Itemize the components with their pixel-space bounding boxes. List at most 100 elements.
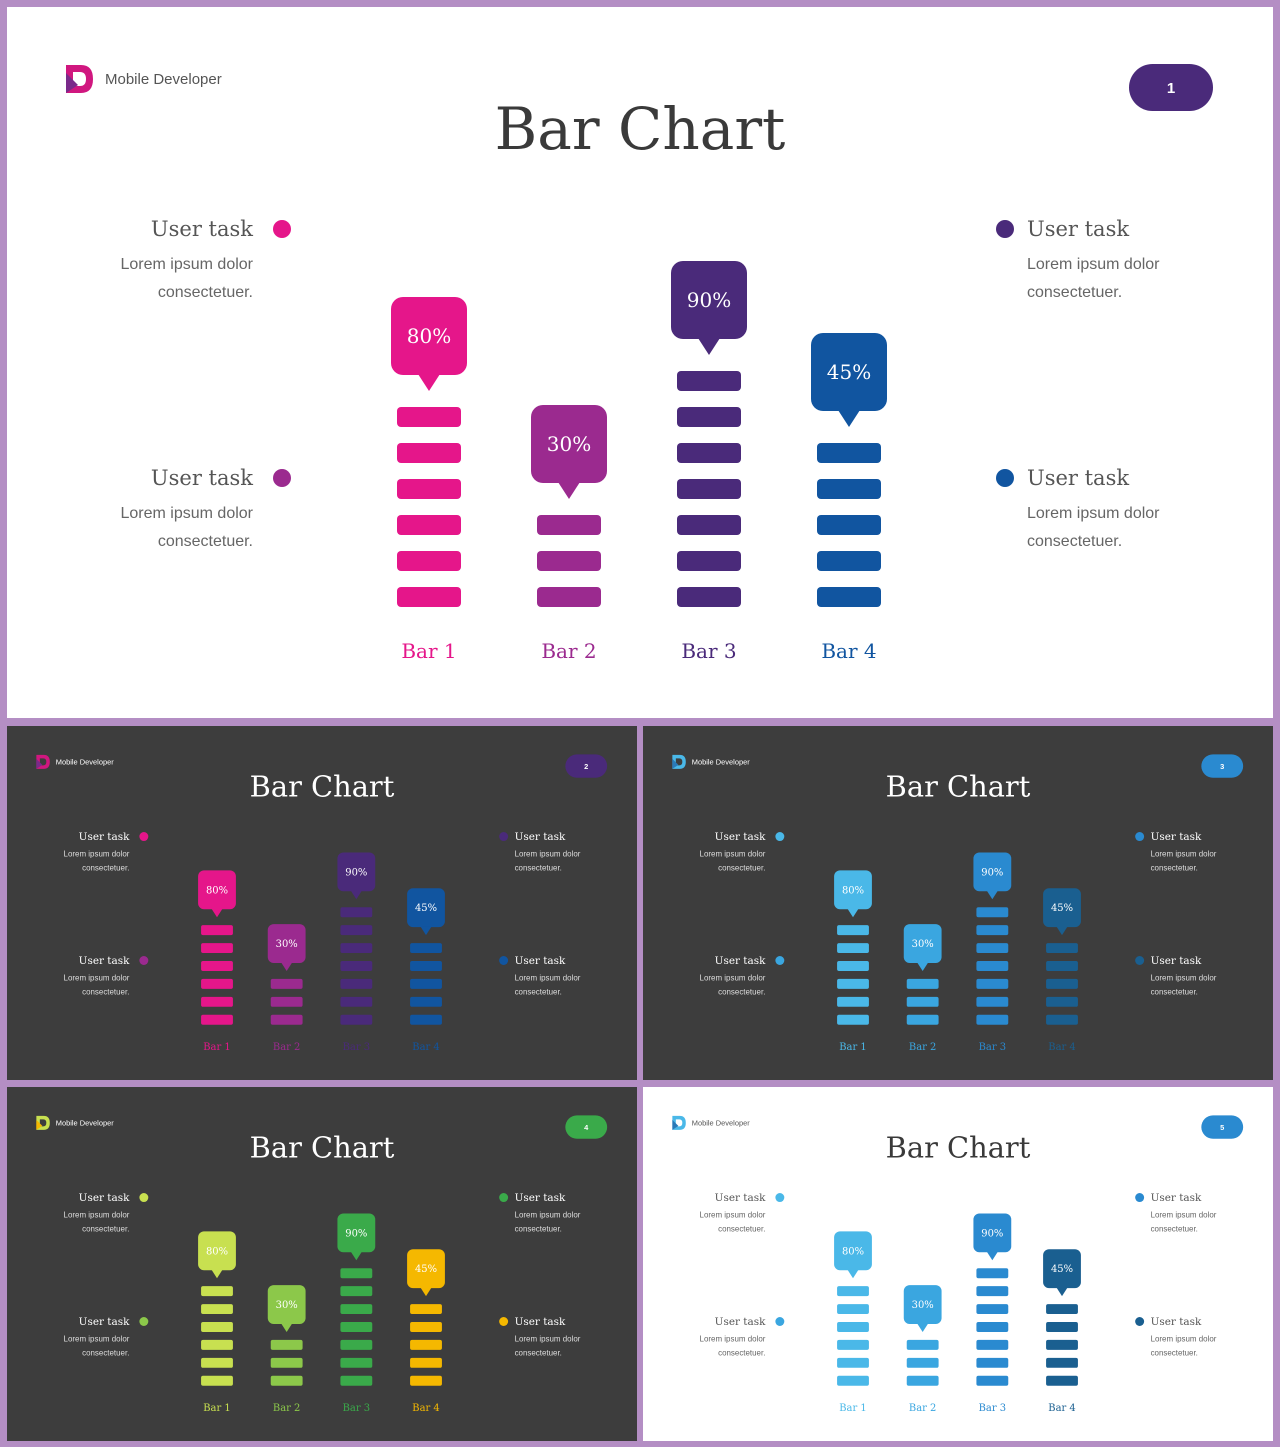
category-label: Bar 1 [839, 1403, 866, 1414]
bar-segment [270, 1375, 303, 1386]
legend-description-line-1: Lorem ipsum dolor [121, 505, 254, 522]
value-callout: 80% [834, 1231, 872, 1279]
legend-label: User task [1151, 831, 1202, 843]
legend-label: User task [79, 1316, 130, 1328]
category-label: Bar 1 [401, 639, 456, 663]
slide-title: Bar Chart [250, 770, 395, 804]
slide-title: Bar Chart [886, 770, 1031, 804]
bar-segment [837, 1322, 869, 1332]
bar-segment [837, 1357, 869, 1368]
brand-logo-icon [36, 754, 50, 769]
bar-segment [837, 1014, 869, 1025]
value-callout: 30% [531, 405, 607, 499]
category-label: Bar 4 [412, 1403, 439, 1414]
bar-segment [817, 587, 881, 607]
legend-description-line-1: Lorem ipsum dolor [64, 1210, 130, 1219]
legend-description-line-1: Lorem ipsum dolor [700, 973, 766, 982]
legend-item: User task Lorem ipsum dolor consectetuer. [64, 831, 149, 872]
page-number: 3 [1220, 762, 1224, 771]
bar-3: 90% Bar 3 [337, 852, 376, 1053]
bar-segment [201, 1014, 233, 1025]
legend-description-line-2: consectetuer. [718, 863, 765, 872]
category-label: Bar 2 [541, 639, 596, 663]
legend-item: User task Lorem ipsum dolor consectetuer. [121, 217, 291, 301]
bar-3: 90% Bar 3 [973, 852, 1012, 1053]
legend-description-line-2: consectetuer. [1151, 1224, 1198, 1233]
legend-label: User task [515, 1316, 566, 1328]
bar-segment [410, 961, 442, 971]
legend-description-line-1: Lorem ipsum dolor [1027, 256, 1160, 273]
legend-description-line-2: consectetuer. [82, 1348, 129, 1357]
bar-4: 45% Bar 4 [407, 888, 445, 1053]
legend-dot [996, 469, 1014, 487]
legend-dot [499, 956, 509, 965]
bar-segment [677, 551, 741, 571]
bar-segment [397, 587, 461, 607]
slide-canvas: Mobile Developer Bar Chart 3 User task Lorem… [643, 726, 1273, 1080]
legend-description-line-2: consectetuer. [515, 1348, 562, 1357]
legend-label: User task [715, 831, 766, 843]
legend-description-line-2: consectetuer. [515, 863, 562, 872]
bar-segment [537, 587, 601, 607]
bar-segment [201, 925, 233, 936]
bar-segment [817, 515, 881, 535]
legend-item: User task Lorem ipsum dolor consectetuer. [700, 1192, 785, 1233]
legend-item: User task Lorem ipsum dolor consectetuer. [64, 955, 149, 996]
slide-title: Bar Chart [495, 95, 786, 163]
category-label: Bar 4 [1048, 1403, 1075, 1414]
legend-dot [775, 956, 785, 965]
bar-segment [1046, 943, 1078, 954]
legend-label: User task [715, 955, 766, 967]
slide-background [7, 7, 1273, 718]
category-label: Bar 4 [821, 639, 876, 663]
value-label: 90% [687, 288, 731, 312]
bar-segment [837, 978, 869, 989]
value-label: 80% [206, 1246, 228, 1257]
legend-description-line-2: consectetuer. [158, 533, 253, 550]
slide-canvas: Mobile Developer Bar Chart 5 User task Lorem… [643, 1087, 1273, 1441]
brand-logo-icon [36, 1115, 50, 1130]
brand-name: Mobile Developer [56, 757, 115, 766]
bar-segment [1046, 1014, 1078, 1025]
bar-2: 30% Bar 2 [903, 924, 942, 1053]
bar-segment [837, 925, 869, 936]
category-label: Bar 1 [203, 1042, 230, 1053]
legend-description-line-2: consectetuer. [718, 987, 765, 996]
value-label: 80% [842, 885, 864, 896]
bar-segment [201, 1304, 233, 1315]
legend-description-line-2: consectetuer. [1027, 533, 1122, 550]
bar-segment [340, 961, 373, 971]
bar-segment [906, 1357, 939, 1368]
bar-segment [340, 978, 373, 989]
bar-segment [817, 551, 881, 571]
value-label: 90% [981, 1228, 1003, 1239]
legend-item: User task Lorem ipsum dolor consectetuer. [700, 955, 785, 996]
bar-segment [906, 1014, 939, 1025]
bar-segment [340, 1357, 373, 1368]
page-number-badge: 1 [1129, 64, 1213, 111]
bar-segment [1046, 961, 1078, 971]
slide-background [643, 1087, 1273, 1441]
bar-1: 80% Bar 1 [198, 1231, 236, 1414]
category-label: Bar 1 [203, 1403, 230, 1414]
bar-segment [906, 1339, 939, 1350]
value-callout: 90% [337, 852, 376, 900]
bar-segment [1046, 1304, 1078, 1315]
legend-dot [273, 220, 291, 238]
bar-segment [340, 925, 373, 936]
legend-description-line-2: consectetuer. [82, 987, 129, 996]
slide-3: Mobile Developer Bar Chart 3 User task Lorem… [643, 726, 1273, 1080]
legend-dot [1135, 832, 1145, 842]
value-callout: 90% [671, 261, 747, 355]
bar-segment [397, 515, 461, 535]
bar-segment [201, 1286, 233, 1297]
value-callout: 30% [267, 924, 306, 971]
bar-segment [976, 1357, 1009, 1368]
legend-description-line-1: Lorem ipsum dolor [700, 1210, 766, 1219]
bar-segment [677, 515, 741, 535]
page-number-badge: 4 [565, 1115, 608, 1139]
bar-segment [201, 1375, 233, 1386]
legend-description-line-1: Lorem ipsum dolor [1151, 849, 1217, 858]
value-label: 45% [415, 1264, 437, 1275]
bar-3: 90% Bar 3 [671, 261, 747, 663]
